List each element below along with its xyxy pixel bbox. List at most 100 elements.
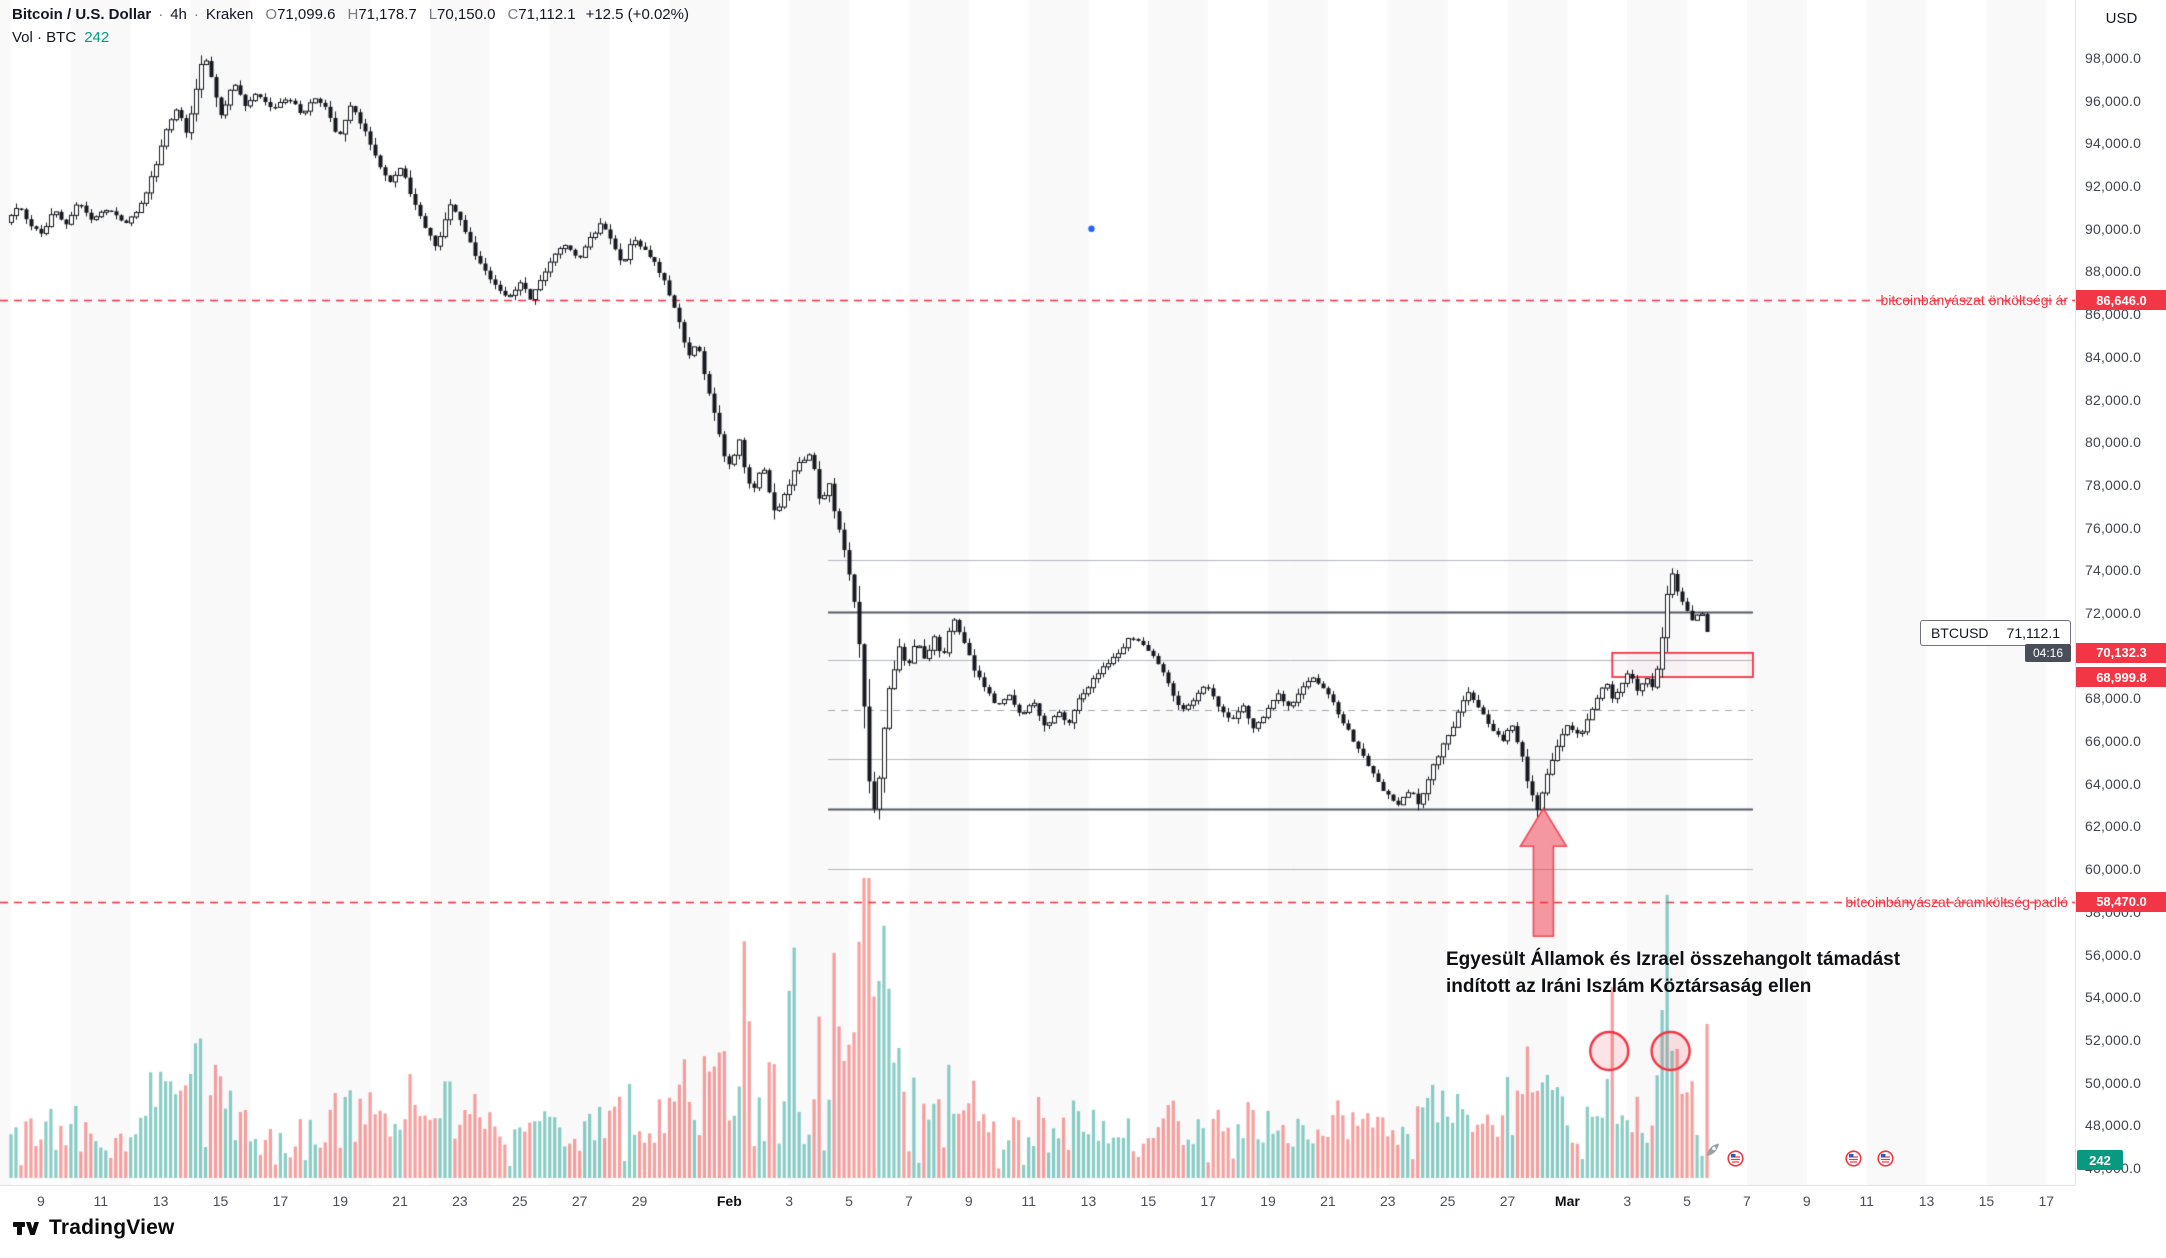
us-flag-event-icon[interactable]: [1845, 1150, 1862, 1167]
annotation-line1: Egyesült Államok és Izrael összehangolt …: [1446, 949, 1901, 970]
price-tick-label: 80,000.0: [2085, 434, 2142, 451]
last-price-label: BTCUSD 71,112.1: [1919, 619, 2071, 646]
price-tick-label: 74,000.0: [2085, 562, 2142, 579]
legend-separator: ·: [158, 6, 164, 23]
volume-legend-row[interactable]: Vol · BTC 242: [12, 29, 689, 52]
last-price-symbol: BTCUSD: [1930, 624, 1989, 641]
time-tick-label: 9: [37, 1193, 45, 1209]
time-tick-label: 25: [512, 1193, 528, 1209]
electricity-floor-line-label[interactable]: bitcoinbányászat áramköltség padló: [1845, 893, 2068, 910]
price-tick-label: 82,000.0: [2085, 391, 2142, 408]
price-tick-label: 94,000.0: [2085, 135, 2142, 152]
time-tick-label: 19: [332, 1193, 349, 1209]
mining-cost-line-label[interactable]: bitcoinbányászat önköltségi ár: [1880, 292, 2068, 309]
time-tick-label: 9: [1802, 1193, 1811, 1209]
time-tick-label: 23: [452, 1193, 468, 1209]
time-tick-label: 7: [904, 1193, 913, 1209]
time-tick-label: Feb: [716, 1193, 742, 1209]
time-tick-label: 21: [392, 1193, 408, 1209]
legend-separator: ·: [193, 6, 199, 23]
open-group: O71,099.6: [265, 6, 335, 23]
open-value: 71,099.6: [277, 6, 336, 23]
price-tick-label: 76,000.0: [2085, 519, 2142, 536]
time-tick-label: 27: [1499, 1193, 1516, 1209]
time-tick-label: 13: [1918, 1193, 1935, 1209]
price-tick-label: 92,000.0: [2085, 178, 2142, 195]
time-tick-label: 25: [1439, 1193, 1456, 1209]
interval-label[interactable]: 4h: [170, 6, 187, 23]
tradingview-logo-text: TradingView: [49, 1216, 175, 1239]
price-tick-label: 72,000.0: [2085, 605, 2142, 621]
open-label: O: [265, 6, 278, 23]
time-tick-label: 5: [1683, 1193, 1691, 1209]
time-tick-label: 29: [631, 1193, 648, 1209]
price-tick-label: 54,000.0: [2085, 989, 2142, 1006]
price-tick-label: 88,000.0: [2085, 263, 2142, 280]
high-group: H71,178.7: [347, 6, 416, 23]
time-tick-label: 13: [152, 1193, 169, 1209]
price-tick-label: 52,000.0: [2085, 1031, 2142, 1048]
volume-value: 242: [84, 29, 110, 46]
time-tick-label: 3: [785, 1193, 794, 1209]
us-flag-event-icon[interactable]: [1727, 1150, 1744, 1167]
rocket-icon[interactable]: [1703, 1140, 1723, 1160]
close-value: 71,112.1: [518, 6, 576, 23]
time-tick-label: 15: [212, 1193, 229, 1209]
electricity-floor-price-badge: 58,470.0: [2076, 891, 2166, 912]
volume-label: Vol · BTC: [12, 29, 77, 46]
time-tick-label: 15: [1978, 1193, 1995, 1209]
tradingview-logo[interactable]: TradingView: [12, 1214, 175, 1242]
last-price-value: 71,112.1: [2006, 624, 2060, 641]
high-label: H: [347, 6, 359, 23]
time-tick-label: 5: [845, 1193, 853, 1209]
time-tick-label: 9: [964, 1193, 973, 1209]
price-tick-label: 64,000.0: [2085, 775, 2142, 792]
price-tick-label: 68,000.0: [2085, 690, 2142, 707]
time-tick-label: 27: [571, 1193, 588, 1209]
time-tick-label: 13: [1080, 1193, 1097, 1209]
low-group: L70,150.0: [429, 6, 496, 23]
price-tick-label: 56,000.0: [2085, 946, 2142, 963]
zone-top-price-badge: 70,132.3: [2076, 642, 2166, 663]
price-axis[interactable]: USD 98,000.0 96,000.0 94,000.0 92,000.0 90,0…: [2075, 0, 2166, 1185]
time-tick-label: 7: [1743, 1193, 1751, 1209]
change-value: +12.5 (+0.02%): [585, 6, 689, 23]
low-label: L: [428, 6, 438, 23]
time-tick-label: 17: [1200, 1193, 1216, 1209]
annotation-line2: indított az Iráni Iszlám Köztársaság ell…: [1446, 976, 1812, 997]
us-flag-event-icon[interactable]: [1877, 1150, 1894, 1167]
symbol-legend-row[interactable]: Bitcoin / U.S. Dollar · 4h · Kraken O71,…: [12, 6, 689, 29]
price-tick-label: 50,000.0: [2085, 1074, 2142, 1091]
currency-label: USD: [2105, 10, 2138, 27]
symbol-title[interactable]: Bitcoin / U.S. Dollar: [12, 6, 152, 23]
tradingview-logo-icon: [13, 1222, 39, 1235]
high-value: 71,178.7: [358, 6, 417, 23]
volume-axis-badge: 242: [2077, 1150, 2123, 1170]
time-tick-label: Mar: [1554, 1193, 1580, 1209]
price-tick-label: 60,000.0: [2085, 861, 2142, 878]
exchange-label: Kraken: [205, 6, 254, 23]
time-tick-label: 19: [1260, 1193, 1276, 1209]
time-tick-label: 17: [272, 1193, 289, 1209]
zone-bottom-price-badge: 68,999.8: [2076, 667, 2166, 688]
close-label: C: [507, 6, 519, 23]
price-tick-label: 98,000.0: [2085, 50, 2142, 66]
price-tick-label: 62,000.0: [2085, 818, 2142, 835]
time-tick-label: 21: [1320, 1193, 1336, 1209]
mining-cost-price-badge: 86,646.0: [2076, 290, 2166, 311]
time-axis[interactable]: 9 11 13 15 17 19 21 23 25 27 29 Feb 3 5 7 9 11 13 15 17 19 21…: [0, 1185, 2075, 1226]
time-tick-label: 11: [1859, 1193, 1874, 1209]
low-value: 70,150.0: [437, 6, 496, 23]
price-tick-label: 84,000.0: [2085, 348, 2142, 365]
bar-countdown: 04:16: [2024, 643, 2071, 662]
time-tick-label: 23: [1379, 1193, 1396, 1209]
chart-legend: Bitcoin / U.S. Dollar · 4h · Kraken O71,…: [12, 6, 689, 52]
price-tick-label: 90,000.0: [2085, 220, 2142, 237]
time-tick-label: 11: [1021, 1193, 1036, 1209]
time-tick-label: 11: [93, 1193, 109, 1209]
news-annotation[interactable]: Egyesült Államok és Izrael összehangolt …: [1446, 946, 1900, 1000]
time-tick-label: 3: [1623, 1193, 1632, 1209]
price-tick-label: 66,000.0: [2085, 733, 2142, 750]
